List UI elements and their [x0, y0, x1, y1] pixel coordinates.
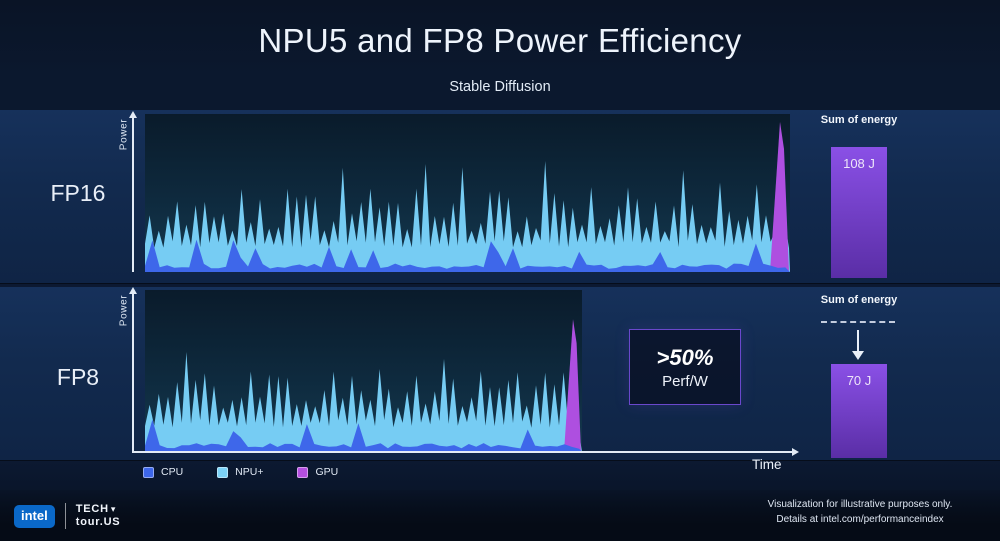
fp8-row-label: FP8 [56, 364, 100, 390]
cpu-legend-label: CPU [161, 466, 184, 478]
tech-tour-logo: TECH ▾ tour.US [76, 503, 121, 529]
fp16-row-label: FP16 [50, 180, 106, 206]
legend-item-cpu: CPU [143, 466, 183, 478]
chart-legend: CPU NPU+ GPU [143, 466, 338, 478]
energy-drop-arrow-icon [852, 351, 864, 360]
fp8-power-axis [129, 287, 137, 452]
intel-logo: intel [14, 504, 55, 528]
fp16-power-axis [129, 111, 137, 272]
footer-strip [0, 490, 1000, 541]
axis-arrow-up-icon [129, 287, 137, 294]
fp8-energy-bar: 70 J [831, 364, 887, 458]
fp16-energy-reference-dashed-line [821, 321, 895, 323]
npu-swatch-icon [217, 466, 229, 478]
page-title: NPU5 and FP8 Power Efficiency [258, 22, 742, 59]
npu-legend-label: NPU+ [235, 466, 264, 478]
perf-per-watt-callout: >50% Perf/W [629, 329, 741, 405]
legend-item-gpu: GPU [297, 466, 338, 478]
fp16-energy-bar: 108 J [831, 147, 887, 278]
fp8-power-chart [145, 290, 582, 452]
time-axis-label: Time [752, 457, 782, 472]
axis-arrow-right-icon [792, 448, 799, 456]
tech-tour-line2: tour.US [75, 516, 121, 528]
fp16-energy-title: Sum of energy [820, 114, 898, 126]
cpu-swatch-icon [143, 466, 154, 478]
fp16-power-axis-label: Power [118, 118, 130, 151]
fp8-power-axis-label: Power [118, 294, 130, 327]
time-axis [132, 448, 799, 456]
branding-block: intel TECH ▾ tour.US [14, 503, 120, 529]
tech-tour-line1: TECH ▾ [75, 503, 117, 515]
callout-value: >50% [656, 344, 714, 370]
axis-arrow-up-icon [129, 111, 137, 118]
footer-disclaimer: Visualization for illustrative purposes … [713, 497, 1000, 527]
gpu-swatch-icon [297, 466, 309, 478]
brand-divider [64, 503, 66, 529]
fp8-waveform [145, 319, 582, 452]
fp16-energy-value: 108 J [843, 156, 875, 171]
fp16-waveform [145, 121, 790, 272]
callout-unit: Perf/W [662, 372, 708, 390]
disclaimer-line-2: Details at intel.com/performanceindex [776, 514, 944, 525]
disclaimer-line-1: Visualization for illustrative purposes … [767, 499, 953, 510]
page-subtitle: Stable Diffusion [449, 79, 551, 95]
gpu-legend-label: GPU [315, 466, 339, 478]
fp16-power-chart [145, 114, 790, 272]
fp8-energy-value: 70 J [846, 373, 872, 388]
fp8-energy-title: Sum of energy [820, 294, 898, 306]
legend-item-npu: NPU+ [217, 466, 263, 478]
energy-drop-arrow-line [857, 330, 859, 351]
tech-tour-glyph-icon: ▾ [110, 504, 117, 514]
